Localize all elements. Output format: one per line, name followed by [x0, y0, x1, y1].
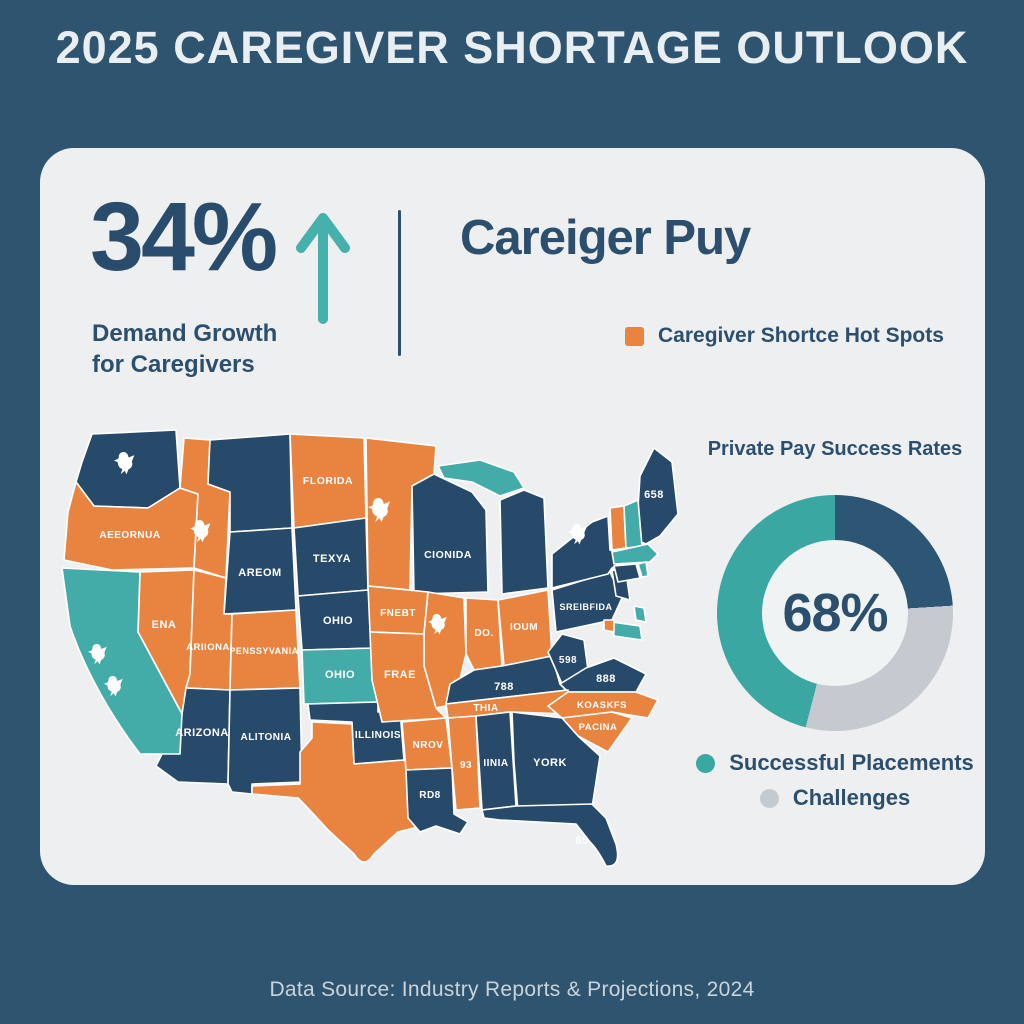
state-label-or: AEEORNUA	[99, 530, 160, 541]
us-map: AEEORNUA ENA AREOM ARIIONA PENSSYVANIA A…	[52, 422, 702, 877]
donut-hole: 68%	[762, 540, 908, 686]
hotspot-legend-label: Caregiver Shortce Hot Spots	[658, 324, 944, 347]
state-label-ks: OHIO	[325, 669, 355, 681]
donut-center-value: 68%	[782, 583, 888, 643]
state-label-wi: CIONIDA	[424, 549, 472, 561]
state-label-co: PENSSYVANIA	[229, 646, 298, 656]
state-mo	[369, 631, 447, 723]
state-label-nd: FLORIDA	[303, 475, 353, 487]
teal-dot-icon	[696, 753, 716, 773]
state-label-nm: ALITONIA	[240, 732, 291, 743]
state-wv	[547, 633, 589, 685]
state-tx	[251, 721, 423, 863]
state-label-wv: 598	[559, 655, 577, 666]
state-ct	[613, 563, 641, 583]
demand-growth-caption: Demand Growth for Caregivers	[92, 318, 277, 380]
caption-line1: Demand Growth	[92, 320, 278, 347]
state-label-ok: ILLINOIS	[355, 730, 401, 741]
donut-legend: Successful Placements Challenges	[670, 750, 1000, 811]
demand-growth-stat: 34%	[90, 182, 278, 291]
state-md	[611, 621, 643, 641]
chesapeake-orange-bit	[603, 619, 615, 633]
state-label-va: 888	[596, 673, 616, 685]
up-arrow-icon	[292, 206, 354, 329]
state-ms	[447, 715, 481, 811]
state-label-me: 658	[644, 489, 664, 501]
vertical-divider	[398, 210, 401, 356]
state-nh	[623, 499, 643, 549]
state-label-ne: OHIO	[323, 615, 353, 627]
state-fl	[481, 803, 619, 867]
state-label-al: IINIA	[483, 758, 508, 769]
legend-row-successful: Successful Placements	[696, 750, 974, 776]
state-label-pa: SREIBFIDA	[559, 602, 612, 612]
state-label-ga: YORK	[533, 757, 567, 769]
state-de	[633, 605, 647, 623]
state-ma	[611, 543, 659, 565]
state-wi	[411, 473, 489, 595]
state-label-az: ARIZONA	[175, 727, 229, 739]
data-source-caption: Data Source: Industry Reports & Projecti…	[269, 978, 755, 1001]
orange-square-swatch	[625, 326, 644, 346]
state-label-oh: IOUM	[510, 622, 538, 633]
gray-dot-icon	[759, 788, 779, 808]
state-mi	[499, 489, 549, 595]
state-label-mo: FRAE	[384, 669, 416, 681]
legend-label-challenges: Challenges	[792, 785, 911, 810]
state-label-ky: 788	[494, 681, 514, 693]
state-label-sc: PACINA	[579, 722, 618, 733]
state-label-fl: 85	[575, 835, 588, 847]
content-card: 34% Careiger Puy Caregiver Shortce Hot S…	[40, 148, 985, 885]
donut-chart-title: Private Pay Success Rates	[707, 438, 963, 460]
legend-label-successful: Successful Placements	[729, 750, 974, 775]
legend-row-challenges: Challenges	[759, 785, 911, 811]
map-section-heading: Careiger Puy	[460, 211, 751, 265]
page-title: 2025 CAREGIVER SHORTAGE OUTLOOK	[55, 22, 969, 73]
state-me	[635, 447, 679, 545]
state-label-ms: 93	[460, 760, 472, 771]
state-label-ut: ARIIONA	[186, 642, 230, 653]
state-ri	[637, 561, 649, 578]
state-label-ia: FNEBT	[380, 608, 416, 619]
hotspot-legend: Caregiver Shortce Hot Spots	[625, 324, 944, 348]
state-ca	[61, 567, 183, 755]
state-ut	[185, 569, 233, 691]
state-label-tn: THIA	[473, 703, 498, 714]
state-label-wy: AREOM	[238, 567, 281, 579]
state-label-la: RD8	[419, 790, 441, 801]
state-label-ar: NROV	[413, 740, 444, 751]
state-ga	[511, 711, 601, 813]
caption-line2: for Caregivers	[92, 351, 255, 379]
state-label-sd: TEXYA	[313, 553, 351, 565]
state-mi-up	[437, 459, 525, 497]
donut-chart: 68%	[717, 495, 953, 731]
state-label-nv: ENA	[152, 619, 177, 631]
state-label-in: DO.	[474, 628, 493, 639]
state-label-nc: KOASKFS	[577, 700, 627, 711]
